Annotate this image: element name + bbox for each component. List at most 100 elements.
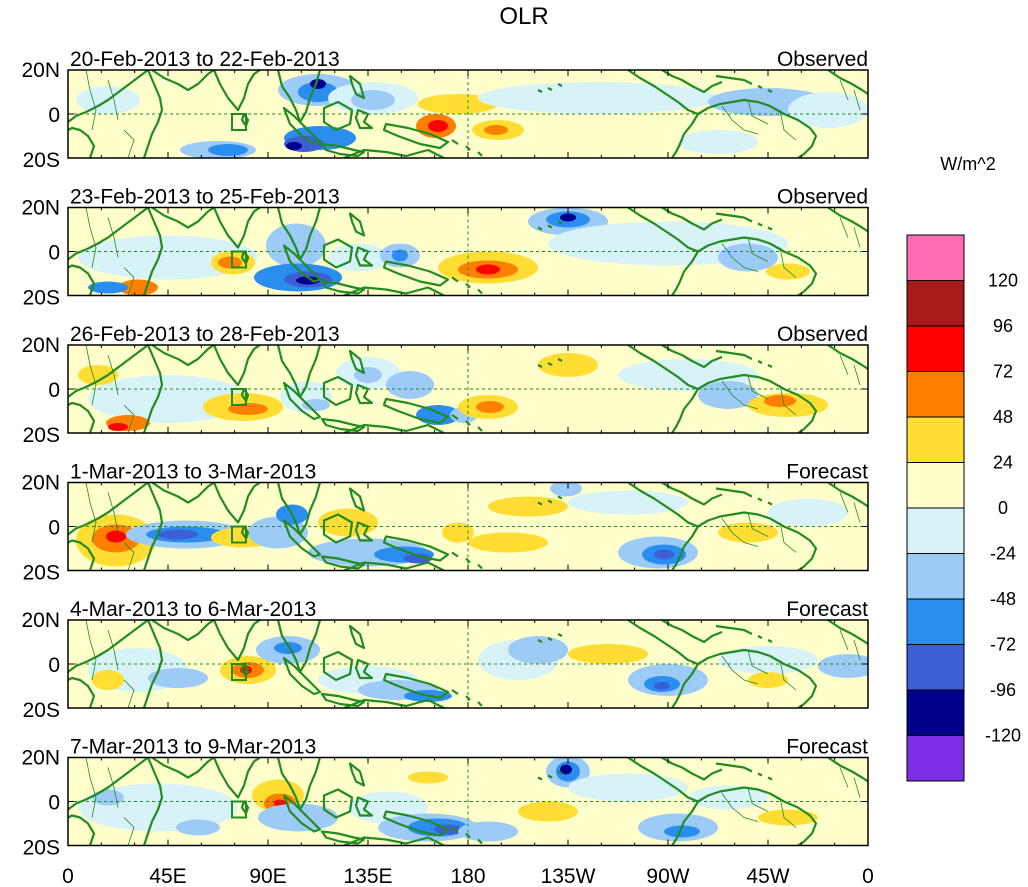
panel-period: 26-Feb-2013 to 28-Feb-2013 [70,323,340,346]
coastline [757,222,773,231]
coastline [451,689,483,707]
figure-title: OLR [499,3,548,30]
panel-period: 20-Feb-2013 to 22-Feb-2013 [70,48,340,71]
coastline [343,698,445,708]
coastline [715,212,753,223]
region-box [231,388,247,406]
country-border [721,655,759,685]
coastline [451,414,483,432]
coastline [282,656,322,696]
coastline [151,482,215,504]
country-border [779,522,797,553]
colorbar-units: W/m^2 [940,154,995,174]
olr-anomaly-region [568,644,648,664]
coastline [68,539,96,571]
region-box [231,525,247,544]
coastline [348,487,366,512]
colorbar-segment [906,689,965,736]
coastline [212,620,261,662]
panel-period: 7-Mar-2013 to 9-Mar-2013 [70,736,316,759]
olr-anomaly-region [351,90,395,110]
coastline [715,349,753,360]
olr-anomaly-region [678,130,758,154]
olr-anomaly-region [484,125,508,135]
olr-anomaly-region [218,256,242,269]
coastline [348,349,366,375]
country-border [839,767,861,798]
panel-kind: Observed [777,323,868,346]
colorbar-segment [906,371,965,418]
coastline [757,635,773,643]
olr-anomaly-region [106,530,126,543]
olr-anomaly-region [718,646,818,674]
country-border [721,243,759,272]
coastline [151,70,215,92]
country-border [123,817,135,846]
colorbar-segment [906,234,965,281]
olr-anomaly-region [298,82,338,102]
coastline [68,345,149,398]
country-border [839,629,861,661]
coastline [68,401,96,433]
olr-anomaly-region [764,395,796,407]
coastlines [68,345,868,433]
coastline [212,70,261,112]
olr-anomaly-region [488,496,568,517]
coastline [671,800,699,846]
coastlines [68,482,868,571]
coastline [142,757,164,846]
map-panel-3: 26-Feb-2013 to 28-Feb-2013 Observed 20N 0 20… [21,323,869,447]
lat-label: 20S [23,699,60,722]
coastline [627,345,699,391]
coastlines [68,207,868,296]
colorbar-label: -24 [990,544,1016,564]
country-border [85,207,97,268]
lat-label: 0 [48,242,60,265]
country-border [107,629,119,671]
lat-label: 0 [48,379,60,402]
coastline [661,482,723,506]
coastline [697,98,818,158]
olr-anomaly-region [302,399,330,411]
coastline [320,417,366,433]
colorbar-label: -48 [990,589,1016,609]
lat-label: 0 [48,517,60,540]
coastline [627,620,699,666]
country-border [85,757,97,818]
coastline [697,236,818,296]
lat-label: 20S [23,424,60,447]
coastline [382,535,450,562]
olr-anomaly-region [550,482,582,497]
country-border [839,492,861,523]
colorbar-segment [906,416,965,463]
country-border [123,679,135,708]
panel-kind: Observed [777,48,868,71]
country-border [747,374,769,400]
country-border [747,512,769,537]
coastline [697,511,818,571]
colorbar: -120 -96 -72 -48 -24 0 24 48 72 96 120 [906,234,1021,782]
coastline [451,826,483,845]
lat-label: 20N [21,197,60,220]
coastline [320,555,366,570]
country-border [85,482,97,543]
coastline [68,482,149,536]
olr-anomaly-region [148,668,208,688]
country-border [721,380,759,410]
coastline [354,658,374,680]
coastline [451,139,483,157]
lat-label: 20S [23,837,60,860]
lat-label: 20N [21,472,60,495]
panel-period: 23-Feb-2013 to 25-Feb-2013 [70,186,340,209]
olr-anomaly-region [664,825,700,838]
coastline [537,633,563,643]
coastline [354,108,374,130]
coastlines [68,757,868,846]
coastline [697,373,818,433]
olr-anomaly-region [458,821,518,842]
coastline [282,244,322,283]
panel-kind: Observed [777,186,868,209]
country-border [107,79,119,121]
coastline [827,207,868,233]
